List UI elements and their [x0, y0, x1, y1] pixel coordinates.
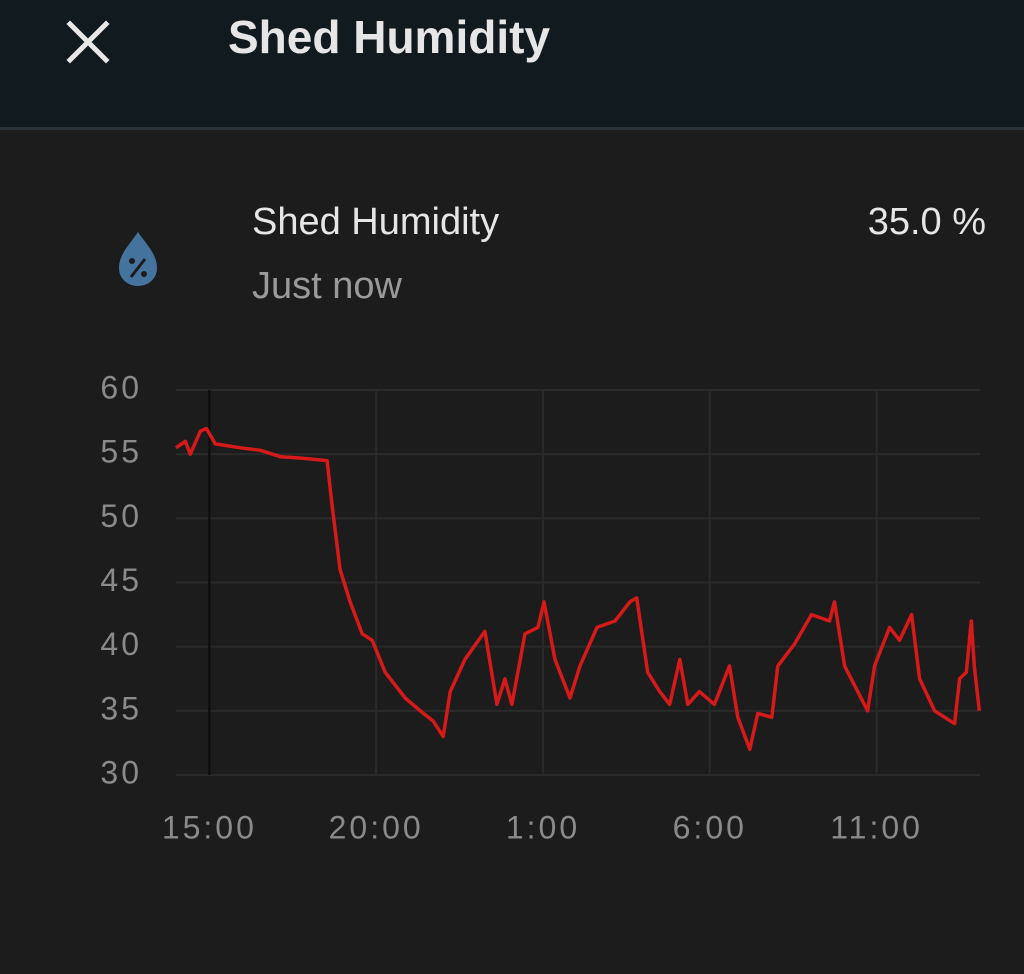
y-tick-label: 40 — [100, 626, 142, 662]
dialog-title: Shed Humidity — [228, 11, 550, 63]
data-line — [174, 426, 982, 752]
humidity-icon — [119, 232, 157, 286]
last-changed: Just now — [252, 265, 403, 307]
header-bar — [0, 0, 1024, 128]
y-tick-label: 50 — [100, 498, 142, 534]
x-tick-label: 11:00 — [830, 809, 923, 845]
entity-name: Shed Humidity — [252, 201, 499, 243]
y-tick-label: 35 — [100, 690, 142, 726]
y-tick-label: 55 — [100, 434, 142, 470]
y-tick-label: 45 — [100, 562, 142, 598]
y-tick-label: 30 — [100, 754, 142, 790]
close-button[interactable] — [66, 20, 110, 64]
x-tick-label: 6:00 — [673, 809, 747, 845]
x-tick-label: 1:00 — [506, 809, 580, 845]
x-tick-label: 20:00 — [329, 809, 424, 845]
x-tick-label: 15:00 — [162, 809, 257, 845]
y-tick-label: 60 — [100, 369, 142, 405]
entity-state: 35.0 % — [868, 201, 986, 243]
history-chart: 30 35 40 45 50 55 60 15:00 20:00 1:00 6:00 11:00 — [100, 369, 982, 845]
